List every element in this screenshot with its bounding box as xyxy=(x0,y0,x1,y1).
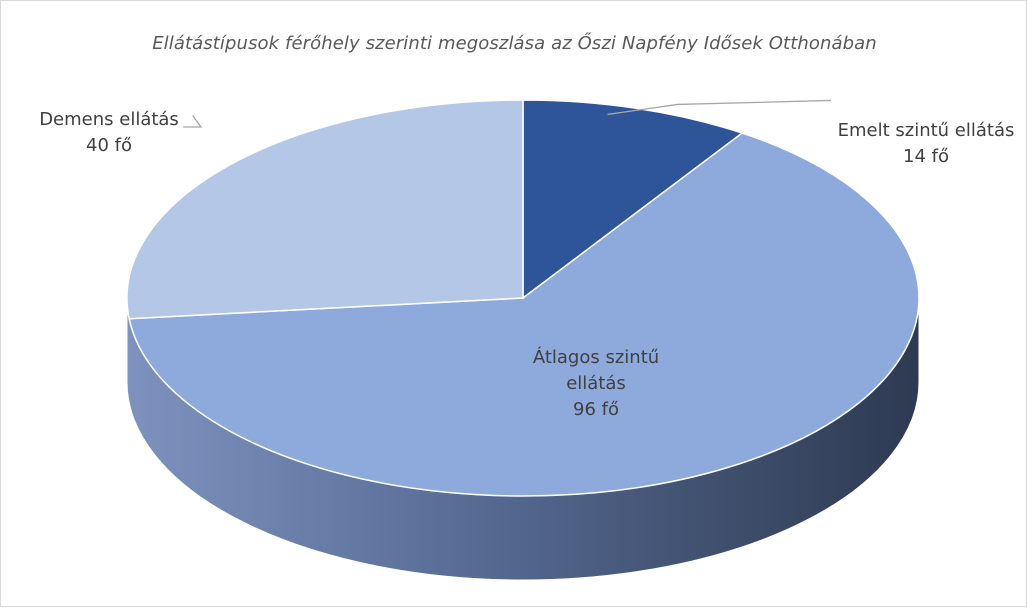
chart-title: Ellátástípusok férőhely szerinti megoszl… xyxy=(152,33,877,54)
pie-top-face xyxy=(126,99,920,497)
data-label-emelt-szintu-ellatas: Emelt szintű ellátás 14 fő xyxy=(838,120,1015,167)
leader-line-emelt-szintu-ellatas xyxy=(607,99,832,116)
pie-slice-atlagos-szintu-ellatas xyxy=(128,132,920,497)
leader-line-demens-ellatas xyxy=(183,115,203,128)
leader-lines xyxy=(183,99,832,128)
pie-slice-emelt-szintu-ellatas xyxy=(522,99,744,300)
data-label-demens-ellatas: Demens ellátás 40 fő xyxy=(39,109,179,156)
data-label-atlagos-szintu-ellatas: Átlagos szintű ellátás 96 fő xyxy=(533,346,659,420)
data-labels: Emelt szintű ellátás 14 fő Átlagos szintű e… xyxy=(39,109,1014,420)
pie-slice-demens-ellatas xyxy=(126,99,524,320)
